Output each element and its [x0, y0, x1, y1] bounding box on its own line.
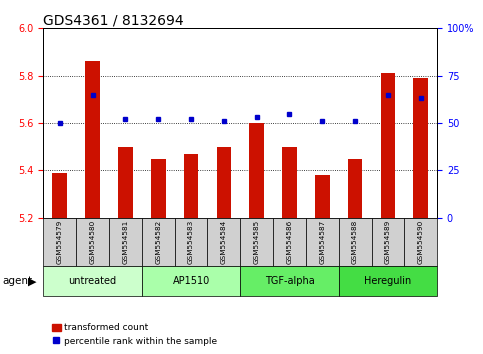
Text: AP1510: AP1510	[172, 275, 210, 286]
Text: agent: agent	[2, 276, 32, 286]
Legend: transformed count, percentile rank within the sample: transformed count, percentile rank withi…	[48, 320, 221, 349]
Text: Heregulin: Heregulin	[364, 275, 412, 286]
Text: GSM554582: GSM554582	[155, 220, 161, 264]
Text: GSM554583: GSM554583	[188, 220, 194, 264]
Bar	[249, 123, 264, 218]
Text: GSM554588: GSM554588	[352, 220, 358, 264]
Bar	[118, 147, 133, 218]
Text: GSM554587: GSM554587	[319, 220, 326, 264]
Bar	[109, 218, 142, 266]
Bar	[175, 218, 208, 266]
Bar	[184, 154, 199, 218]
Bar	[404, 218, 437, 266]
Bar	[306, 218, 339, 266]
Bar	[339, 218, 371, 266]
Bar	[142, 218, 175, 266]
Text: ▶: ▶	[28, 276, 36, 286]
Bar	[371, 218, 404, 266]
Text: GSM554585: GSM554585	[254, 220, 260, 264]
Bar	[315, 175, 330, 218]
Bar	[282, 147, 297, 218]
Bar	[85, 62, 100, 218]
Bar	[151, 159, 166, 218]
Bar	[348, 159, 362, 218]
Bar	[43, 266, 142, 296]
Text: GSM554580: GSM554580	[90, 220, 96, 264]
Bar	[381, 73, 395, 218]
Text: GSM554586: GSM554586	[286, 220, 293, 264]
Bar	[216, 147, 231, 218]
Text: GSM554584: GSM554584	[221, 220, 227, 264]
Bar	[208, 218, 240, 266]
Bar	[240, 218, 273, 266]
Bar	[142, 266, 240, 296]
Text: GSM554589: GSM554589	[385, 220, 391, 264]
Bar	[273, 218, 306, 266]
Text: untreated: untreated	[69, 275, 117, 286]
Bar	[413, 78, 428, 218]
Bar	[240, 266, 339, 296]
Bar	[53, 173, 67, 218]
Text: GSM554590: GSM554590	[418, 220, 424, 264]
Bar	[43, 218, 76, 266]
Text: GSM554579: GSM554579	[57, 220, 63, 264]
Text: TGF-alpha: TGF-alpha	[265, 275, 314, 286]
Text: GSM554581: GSM554581	[123, 220, 128, 264]
Text: GDS4361 / 8132694: GDS4361 / 8132694	[43, 13, 184, 27]
Bar	[76, 218, 109, 266]
Bar	[339, 266, 437, 296]
